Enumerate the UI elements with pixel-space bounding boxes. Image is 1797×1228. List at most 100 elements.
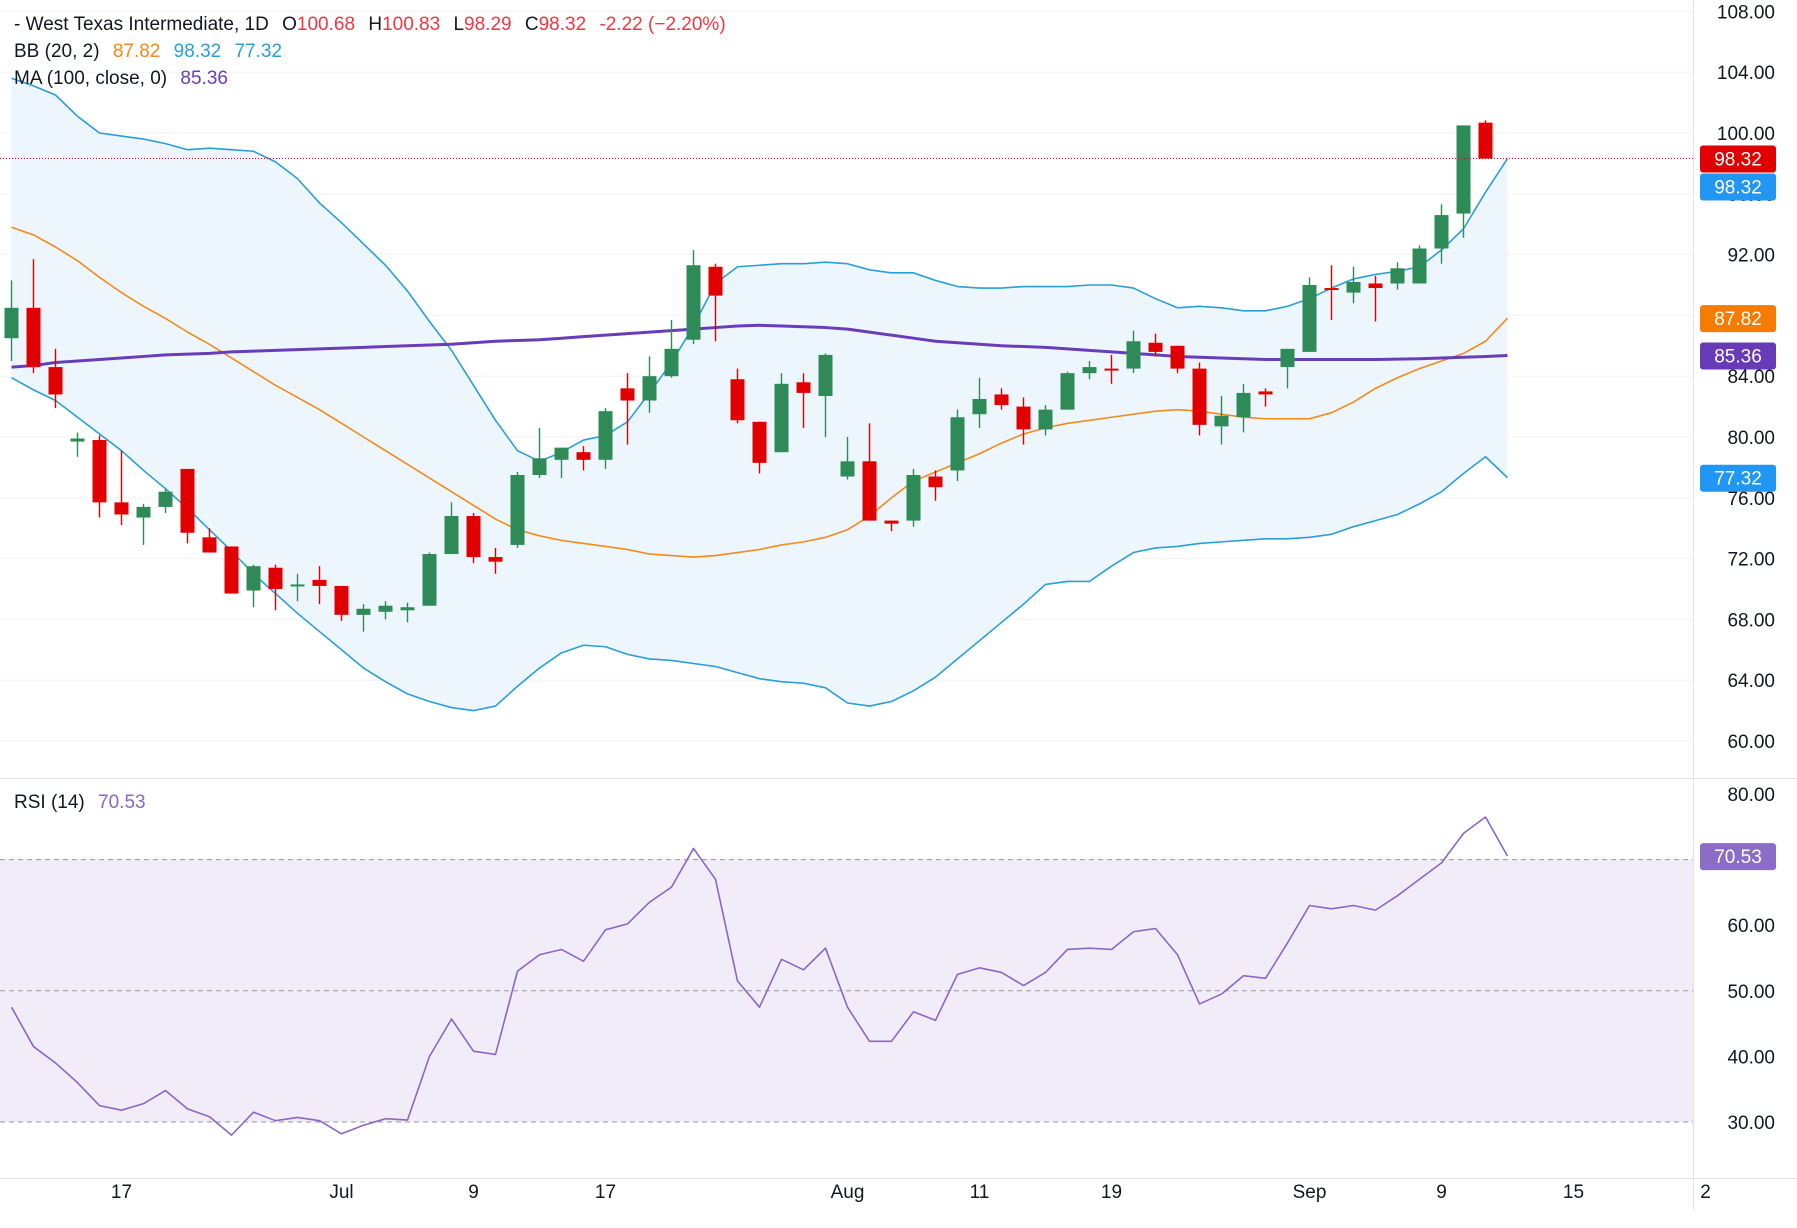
candle-body-down [928,476,943,488]
candle-body-up [400,607,415,611]
candle-body-up [4,307,19,339]
legend-ma-row[interactable]: MA (100, close, 0) 85.36 [14,68,236,90]
candle-body-down [1192,368,1207,425]
candle-body-down [268,567,283,589]
bb-label: BB (20, 2) [14,41,100,62]
rsi-tag-label: 70.53 [1714,847,1762,868]
candle-body-up [1390,268,1405,284]
candle-body-down [1170,345,1185,369]
time-axis-label: 2 [1700,1182,1711,1203]
rsi-label: RSI (14) [14,792,85,813]
rsi-value: 70.53 [98,792,146,813]
price-tag [1700,342,1776,370]
candle-body-up [246,566,261,591]
candle-body-down [1478,122,1493,159]
symbol-title[interactable]: - West Texas Intermediate, 1D [14,14,269,35]
rsi-tag [1700,843,1776,871]
candle-body-down [488,557,503,562]
candle-body-up [532,458,547,475]
ohlc-close: C98.32 [524,14,587,35]
price-tag-label: 98.32 [1714,178,1762,199]
candle-body-up [70,438,85,442]
bb-fill-area [11,78,1508,711]
candle-body-up [1456,125,1471,214]
candle-body-up [1434,215,1449,249]
candle-body-down [26,307,41,368]
candle-body-up [1280,348,1295,368]
ohlc-open: O100.68 [282,14,356,35]
candle-body-up [1060,373,1075,410]
legend-bb-row[interactable]: BB (20, 2) 87.82 98.32 77.32 [14,41,290,63]
candle-body-up [818,354,833,396]
candle-body-down [752,421,767,463]
candle-body-down [796,382,811,393]
candle-body-up [444,516,459,555]
candle-body-up [1302,285,1317,352]
candle-body-down [994,394,1009,406]
candle-body-down [224,546,239,594]
ohlc-low: L98.29 [453,14,512,35]
candle-body-up [356,608,371,615]
candle-body-down [1258,391,1273,395]
candle-body-up [1346,281,1361,293]
candle-body-up [664,348,679,377]
candle-body-down [730,379,745,421]
candle-body-up [290,584,305,587]
time-axis-label: 19 [1101,1182,1122,1203]
legend-title-row: - West Texas Intermediate, 1D O100.68 H1… [14,14,734,36]
price-tag-label: 85.36 [1714,347,1762,368]
candle-body-down [114,502,129,515]
candle-body-up [1038,409,1053,430]
rsi-axis-tick: 80.00 [1727,785,1775,806]
candle-body-down [620,388,635,401]
price-axis-tick: 104.00 [1717,63,1775,84]
price-axis-tick: 76.00 [1727,489,1775,510]
rsi-axis-tick: 40.00 [1727,1047,1775,1068]
price-axis-tick: 64.00 [1727,671,1775,692]
rsi-axis-tick: 30.00 [1727,1113,1775,1134]
bb-upper-value: 98.32 [173,41,222,62]
rsi-axis-tick: 50.00 [1727,982,1775,1003]
candle-body-up [554,447,569,460]
candle-body-down [862,461,877,521]
bb-lower-value: 77.32 [234,41,283,62]
time-axis-label: 9 [468,1182,479,1203]
candle-body-up [1236,392,1251,418]
price-axis-tick: 100.00 [1717,124,1775,145]
price-tag [1700,173,1776,201]
rsi-line [10,816,1509,1136]
rsi-axis-tick: 60.00 [1727,916,1775,937]
candle-body-up [642,376,657,401]
candle-body-up [972,399,987,415]
price-axis-tick: 80.00 [1727,428,1775,449]
ma-label: MA (100, close, 0) [14,68,168,89]
bb-upper-line [11,77,1509,463]
bb-lower-line [11,377,1509,712]
price-tag [1700,145,1776,173]
time-axis-label: Jul [329,1182,353,1203]
candle-body-down [48,367,63,395]
legend-rsi-row[interactable]: RSI (14) 70.53 [14,792,154,814]
candle-body-up [774,383,789,453]
candle-body-down [180,468,195,533]
price-tag-label: 87.82 [1714,309,1762,330]
candle-body-up [1126,341,1141,369]
candle-body-up [158,491,173,507]
time-axis-label: Aug [831,1182,865,1203]
ohlc-high: H100.83 [368,14,441,35]
candle-body-up [906,475,921,521]
time-axis-label: 11 [970,1182,990,1203]
bb-basis-value: 87.82 [112,41,161,62]
ma100-line [11,323,1508,369]
time-axis-label: Sep [1293,1182,1327,1203]
candle-body-up [950,417,965,471]
candle-body-down [1324,288,1339,291]
candle-body-down [312,579,327,586]
time-axis-label: 17 [595,1182,616,1203]
candle-body-up [1214,415,1229,427]
candle-body-down [576,452,591,460]
candle-body-up [136,506,151,518]
candle-body-down [202,537,217,553]
